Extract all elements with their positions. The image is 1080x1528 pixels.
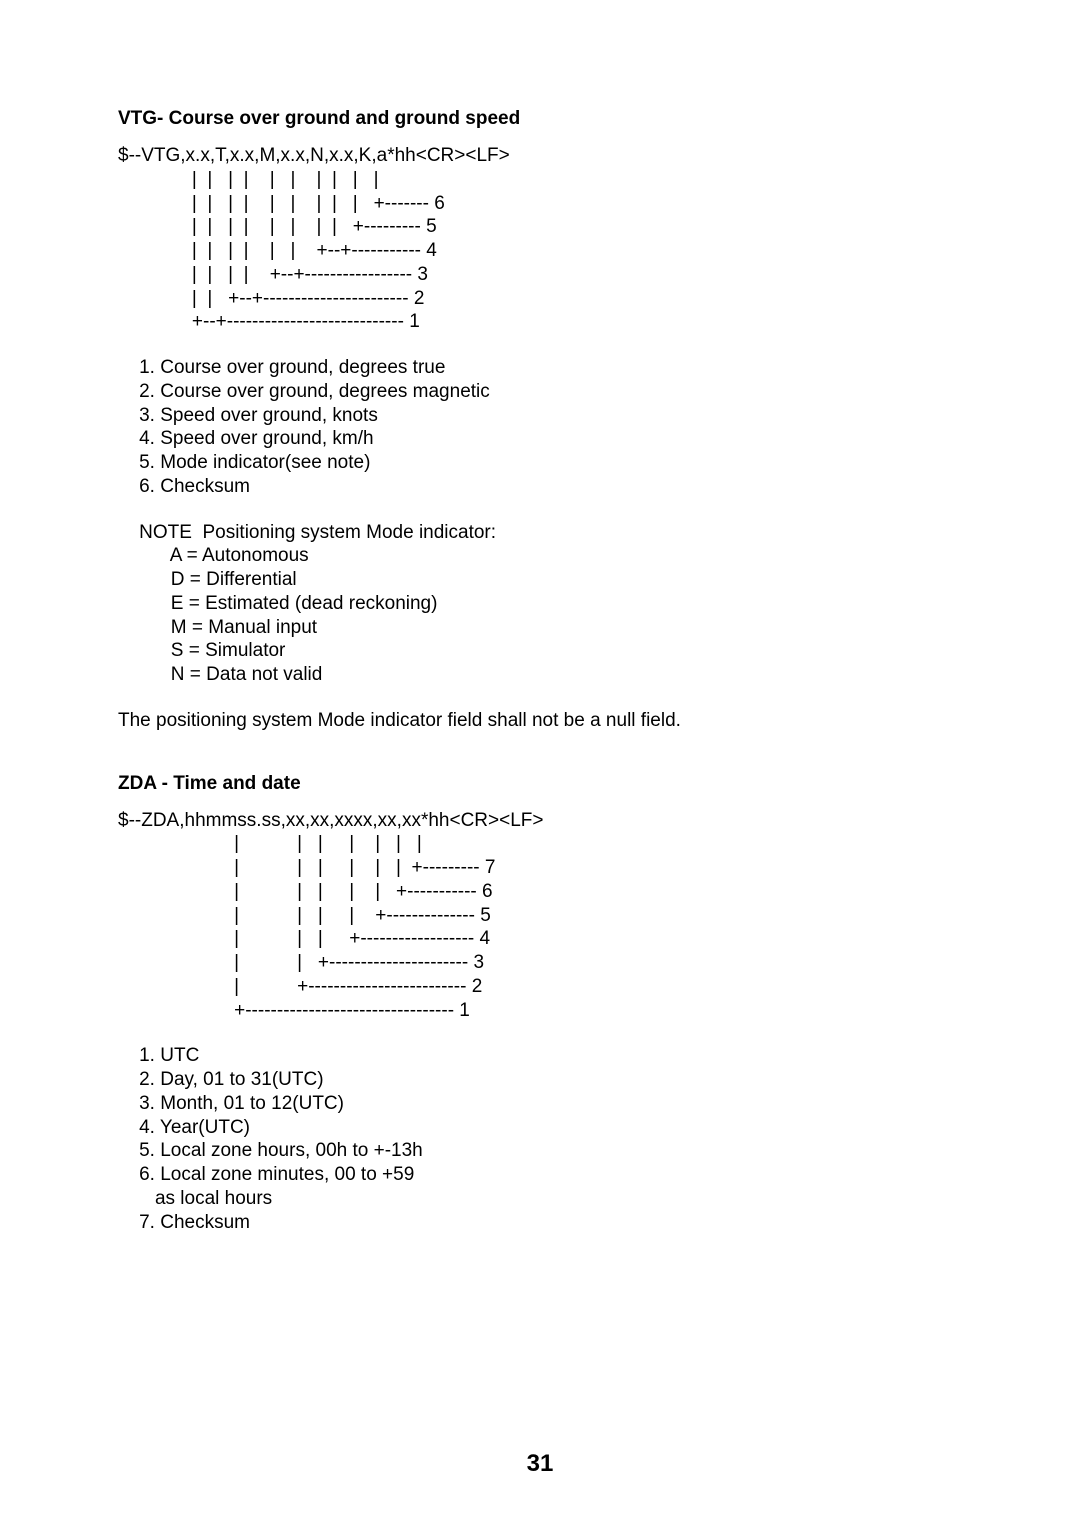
vtg-note-d: D = Differential [118, 568, 980, 592]
vtg-field-5: 5. Mode indicator(see note) [118, 451, 980, 475]
zda-heading: ZDA - Time and date [118, 773, 980, 795]
vtg-field-1: 1. Course over ground, degrees true [118, 356, 980, 380]
vtg-note-a: A = Autonomous [118, 544, 980, 568]
vtg-field-4: 4. Speed over ground, km/h [118, 427, 980, 451]
vtg-field-3: 3. Speed over ground, knots [118, 404, 980, 428]
vtg-footer-note: The positioning system Mode indicator fi… [118, 709, 980, 733]
page-number: 31 [0, 1450, 1080, 1478]
vtg-note-n: N = Data not valid [118, 663, 980, 687]
zda-field-3: 3. Month, 01 to 12(UTC) [118, 1092, 980, 1116]
vtg-field-diagram: | | | | | | | | | | | | | | | | | | | +-… [118, 168, 980, 334]
zda-field-diagram: | | | | | | | | | | | | | +--------- 7 |… [118, 832, 980, 1022]
zda-field-6: 6. Local zone minutes, 00 to +59 [118, 1163, 980, 1187]
vtg-heading: VTG- Course over ground and ground speed [118, 108, 980, 130]
vtg-field-2: 2. Course over ground, degrees magnetic [118, 380, 980, 404]
zda-field-4: 4. Year(UTC) [118, 1116, 980, 1140]
zda-field-7: 7. Checksum [118, 1211, 980, 1235]
vtg-note-title: NOTE Positioning system Mode indicator: [118, 521, 980, 545]
vtg-sentence-format: $--VTG,x.x,T,x.x,M,x.x,N,x.x,K,a*hh<CR><… [118, 144, 980, 168]
zda-field-6b: as local hours [118, 1187, 980, 1211]
zda-sentence-format: $--ZDA,hhmmss.ss,xx,xx,xxxx,xx,xx*hh<CR>… [118, 809, 980, 833]
vtg-note-s: S = Simulator [118, 639, 980, 663]
vtg-note-m: M = Manual input [118, 616, 980, 640]
document-page: VTG- Course over ground and ground speed… [0, 0, 1080, 1528]
vtg-field-6: 6. Checksum [118, 475, 980, 499]
vtg-note-e: E = Estimated (dead reckoning) [118, 592, 980, 616]
zda-field-5: 5. Local zone hours, 00h to +-13h [118, 1139, 980, 1163]
zda-field-1: 1. UTC [118, 1044, 980, 1068]
zda-field-2: 2. Day, 01 to 31(UTC) [118, 1068, 980, 1092]
